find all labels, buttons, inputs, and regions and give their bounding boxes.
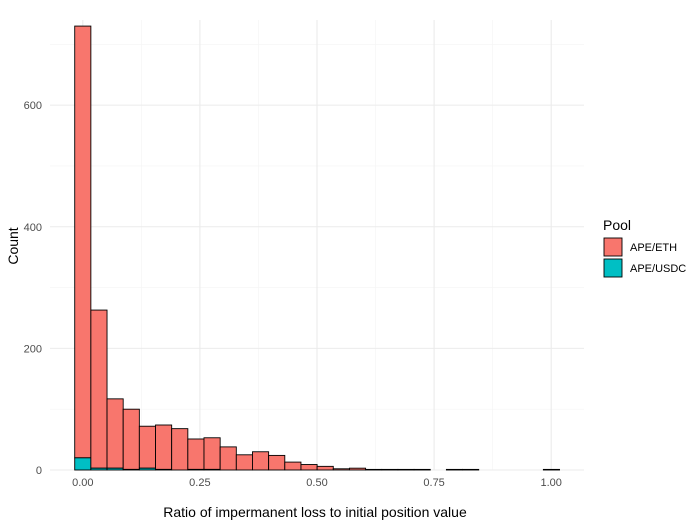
bar-ape-eth xyxy=(300,464,318,471)
bar-ape-usdc xyxy=(122,468,140,471)
grid xyxy=(50,20,584,471)
bar-ape-usdc xyxy=(155,468,173,471)
y-tick-label: 400 xyxy=(24,222,42,234)
bar-ape-eth xyxy=(316,465,334,471)
bar-ape-eth xyxy=(284,461,302,471)
bar-ape-eth xyxy=(106,398,124,469)
legend-label: APE/ETH xyxy=(630,242,677,254)
bar-ape-eth xyxy=(332,468,350,471)
x-tick-label: 0.25 xyxy=(189,477,210,489)
y-tick-label: 600 xyxy=(24,100,42,112)
bar-ape-eth xyxy=(187,438,205,470)
x-tick-label: 0.50 xyxy=(306,477,327,489)
bar-ape-eth xyxy=(413,468,431,471)
bar-ape-eth xyxy=(122,408,140,470)
y-tick-label: 0 xyxy=(36,465,42,477)
legend: Pool APE/ETH APE/USDC xyxy=(603,217,686,278)
bar-ape-eth xyxy=(365,468,383,471)
bar-ape-eth xyxy=(203,437,221,470)
bar-ape-eth xyxy=(348,467,367,471)
bar-ape-usdc xyxy=(203,468,221,471)
bar-ape-eth xyxy=(138,425,156,469)
bar-ape-eth xyxy=(90,309,108,469)
bar-ape-eth xyxy=(397,468,415,471)
bar-ape-eth xyxy=(462,468,480,471)
y-axis-title: Count xyxy=(5,227,21,264)
bar-ape-eth xyxy=(381,468,399,471)
legend-key xyxy=(603,237,623,257)
y-tick-label: 200 xyxy=(24,343,42,355)
bar-ape-eth xyxy=(268,454,286,471)
bar-ape-eth xyxy=(542,468,560,471)
bar-ape-eth xyxy=(445,468,464,471)
bar-ape-eth xyxy=(235,454,253,471)
bar-ape-eth xyxy=(74,25,92,459)
x-axis-title: Ratio of impermanent loss to initial pos… xyxy=(163,504,467,520)
x-tick-label: 1.00 xyxy=(540,477,561,489)
x-axis-ticks: 0.00 0.25 0.50 0.75 1.00 xyxy=(72,477,562,489)
x-tick-label: 0.00 xyxy=(72,477,93,489)
legend-title: Pool xyxy=(603,217,631,233)
legend-label: APE/USDC xyxy=(630,263,686,275)
bar-ape-usdc xyxy=(106,467,124,471)
legend-key xyxy=(603,258,623,278)
bar-ape-eth xyxy=(155,424,173,470)
bar-ape-eth xyxy=(219,446,237,471)
bar-ape-usdc xyxy=(90,467,108,471)
bar-ape-usdc xyxy=(74,457,92,471)
bar-ape-usdc xyxy=(187,468,205,471)
bars xyxy=(74,25,560,471)
bar-ape-eth xyxy=(171,428,189,471)
x-tick-label: 0.75 xyxy=(423,477,444,489)
y-axis-ticks: 0 200 400 600 xyxy=(24,100,42,477)
bar-ape-usdc xyxy=(138,467,156,471)
bar-ape-eth xyxy=(252,451,270,471)
